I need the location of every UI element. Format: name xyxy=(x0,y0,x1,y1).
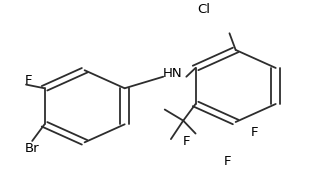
Text: Br: Br xyxy=(25,142,39,155)
Text: F: F xyxy=(250,126,258,139)
Text: F: F xyxy=(25,74,32,87)
Text: F: F xyxy=(224,155,232,168)
Text: F: F xyxy=(183,135,190,148)
Text: HN: HN xyxy=(163,67,182,80)
Text: Cl: Cl xyxy=(197,3,210,16)
